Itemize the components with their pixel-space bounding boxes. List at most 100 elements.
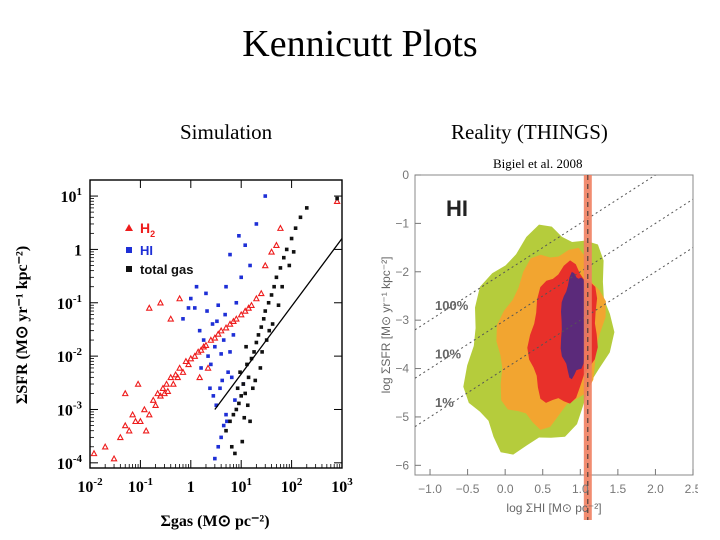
total-gas-point <box>234 407 239 412</box>
h2-point <box>204 364 212 371</box>
x-tick-label: 2.5 <box>685 482 698 496</box>
total-gas-point <box>259 325 264 329</box>
y-tick-base: 10 <box>57 349 73 366</box>
h2-point <box>156 299 164 306</box>
total-gas-point <box>272 284 276 289</box>
x-tick-label: 2.0 <box>647 482 664 496</box>
hi-point <box>219 435 223 440</box>
hi-point <box>228 252 232 257</box>
y-tick-base: 10 <box>61 189 77 206</box>
total-gas-point <box>291 250 296 254</box>
x-tick-base: 10 <box>331 479 347 496</box>
total-gas-point <box>239 394 243 398</box>
total-gas-point <box>293 226 298 230</box>
h2-point <box>121 389 129 397</box>
hi-point <box>239 275 243 280</box>
y-tick-exp: -3 <box>73 399 83 411</box>
efficiency-label: 1% <box>435 395 454 410</box>
total-gas-point <box>229 444 234 449</box>
total-gas-point <box>242 415 247 420</box>
legend-hi-marker <box>126 247 132 253</box>
h2-point <box>182 357 190 365</box>
things-x-axis-title: log ΣHI [M⊙ pc⁻²] <box>506 501 601 515</box>
h2-point <box>272 241 280 248</box>
h2-point <box>169 380 177 387</box>
h2-point <box>179 368 187 375</box>
hi-point <box>201 338 206 342</box>
total-gas-point <box>245 362 249 367</box>
h2-point <box>163 380 171 387</box>
y-tick-label: −3 <box>395 313 409 327</box>
total-gas-point <box>243 391 247 396</box>
h2-point <box>149 396 157 403</box>
h2-point <box>276 224 284 231</box>
hi-point <box>226 370 230 374</box>
total-gas-point <box>245 403 250 408</box>
x-tick-exp: 3 <box>347 476 353 488</box>
x-tick-label: 10-1 <box>128 476 153 496</box>
hi-point <box>189 296 193 301</box>
hi-point <box>254 222 259 226</box>
total-gas-point <box>335 196 339 201</box>
y-tick-base: 10 <box>57 402 73 419</box>
total-gas-point <box>244 344 248 349</box>
total-gas-point <box>278 266 283 270</box>
x-tick-base: 1 <box>187 479 195 496</box>
legend-h2-subscript: 2 <box>150 229 155 239</box>
hi-point <box>221 338 226 342</box>
simulation-plot-frame <box>89 179 343 469</box>
h2-point <box>237 310 245 318</box>
h2-point <box>145 410 153 418</box>
x-tick-label: 1.0 <box>572 482 589 496</box>
total-gas-point <box>269 293 274 297</box>
hi-point <box>205 309 209 313</box>
total-gas-point <box>231 412 236 417</box>
h2-point <box>196 373 204 381</box>
x-tick-base: 10 <box>281 479 297 496</box>
x-tick-label: 0.5 <box>534 482 551 496</box>
total-gas-point <box>287 263 292 268</box>
total-gas-point <box>241 382 246 386</box>
hi-point <box>234 300 239 305</box>
x-tick-label: −1.0 <box>418 482 442 496</box>
total-gas-point <box>284 247 289 252</box>
total-gas-point <box>258 366 263 370</box>
x-tick-label: 10-2 <box>77 476 103 496</box>
y-tick-label: 101 <box>61 186 83 206</box>
simulation-legend: H2 HI total gas <box>125 220 193 277</box>
x-tick-exp: -1 <box>144 476 153 488</box>
hi-point <box>192 306 197 310</box>
h2-point <box>261 261 269 269</box>
hi-point <box>225 419 229 424</box>
h2-point <box>257 289 265 297</box>
y-tick-label: −5 <box>395 410 409 424</box>
hi-point <box>210 322 215 326</box>
hi-point <box>199 366 203 370</box>
y-tick-label: 10-3 <box>57 399 83 419</box>
y-tick-label: 0 <box>402 170 409 182</box>
total-gas-point <box>263 309 268 313</box>
hi-point <box>248 263 252 268</box>
citation-credit: Bigiel et al. 2008 <box>493 156 583 171</box>
x-tick-base: 10 <box>230 479 246 496</box>
y-tick-exp: -1 <box>73 293 82 305</box>
h2-point <box>110 454 118 462</box>
hi-point <box>211 394 216 398</box>
total-gas-point <box>240 439 245 444</box>
h2-point <box>90 449 98 457</box>
hi-point <box>263 194 268 198</box>
total-gas-point <box>266 300 271 305</box>
h2-point <box>268 248 276 255</box>
h2-point <box>197 346 205 353</box>
legend-h2-marker <box>125 224 133 231</box>
h2-point <box>176 294 184 302</box>
simulation-fit-line <box>214 238 343 410</box>
h2-point <box>200 342 208 350</box>
y-tick-label: 10-2 <box>57 346 83 366</box>
total-gas-point <box>256 333 261 337</box>
simulation-x-axis-title: Σgas (M⊙ pc⁻²) <box>160 513 269 530</box>
hi-point <box>216 444 221 449</box>
total-gas-point <box>260 350 264 354</box>
h2-point <box>191 352 199 359</box>
efficiency-line <box>415 198 693 379</box>
